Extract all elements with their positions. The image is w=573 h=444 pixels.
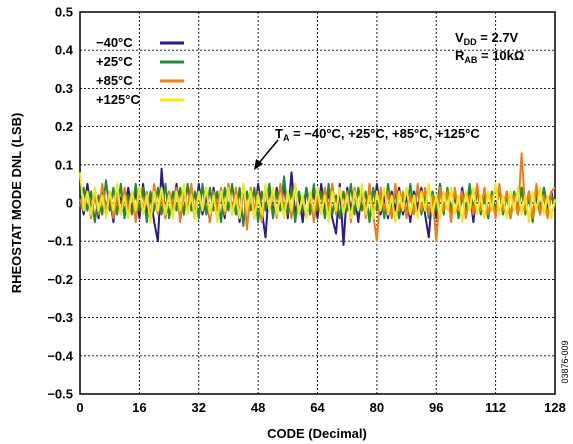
x-axis-title: CODE (Decimal) (267, 426, 367, 441)
vdd-label: VDD = 2.7V (455, 30, 519, 47)
grid (80, 12, 555, 394)
y-tick-label: 0.1 (55, 157, 73, 172)
x-tick-label: 16 (132, 400, 146, 415)
x-tick-label: 96 (429, 400, 443, 415)
legend-label-85: +85°C (96, 73, 133, 88)
y-tick-label: 0.5 (55, 5, 73, 20)
legend-label-m40: −40°C (96, 35, 133, 50)
legend-label-125: +125°C (96, 92, 140, 107)
y-tick-label: 0 (66, 196, 73, 211)
y-tick-label: −0.1 (47, 234, 73, 249)
series-line-3 (79, 172, 556, 224)
y-tick-labels: 0.5 0.4 0.3 0.2 0.1 0 −0.1 −0.2 −0.3 −0.4 −0.5 (47, 5, 73, 402)
temperature-annotation: TA = −40°C, +25°C, +85°C, +125°C (254, 126, 480, 170)
annotation-text: TA = −40°C, +25°C, +85°C, +125°C (275, 126, 480, 143)
y-tick-label: −0.2 (47, 272, 73, 287)
x-tick-labels: 0 16 32 48 64 80 96 112 128 (76, 400, 565, 415)
y-tick-label: 0.2 (55, 119, 73, 134)
figure-id: 03876-009 (560, 340, 570, 383)
y-tick-label: −0.5 (47, 387, 73, 402)
annotation-arrow-line (258, 139, 279, 164)
series-lines (79, 152, 556, 246)
x-tick-label: 64 (310, 400, 325, 415)
y-tick-label: −0.3 (47, 310, 73, 325)
x-tick-label: 0 (76, 400, 83, 415)
y-tick-label: 0.3 (55, 81, 73, 96)
x-tick-label: 112 (485, 400, 506, 415)
annotation-arrow-head (254, 159, 263, 170)
x-tick-label: 80 (370, 400, 384, 415)
conditions: VDD = 2.7V RAB = 10kΩ (455, 30, 524, 65)
x-tick-label: 128 (544, 400, 566, 415)
x-tick-label: 32 (192, 400, 206, 415)
legend-label-25: +25°C (96, 54, 133, 69)
rab-label: RAB = 10kΩ (455, 48, 524, 65)
y-tick-label: −0.4 (47, 348, 73, 363)
x-tick-label: 48 (251, 400, 265, 415)
y-axis-title: RHEOSTAT MODE DNL (LSB) (9, 113, 24, 294)
legend: −40°C +25°C +85°C +125°C (96, 35, 184, 107)
y-tick-label: 0.4 (55, 43, 74, 58)
